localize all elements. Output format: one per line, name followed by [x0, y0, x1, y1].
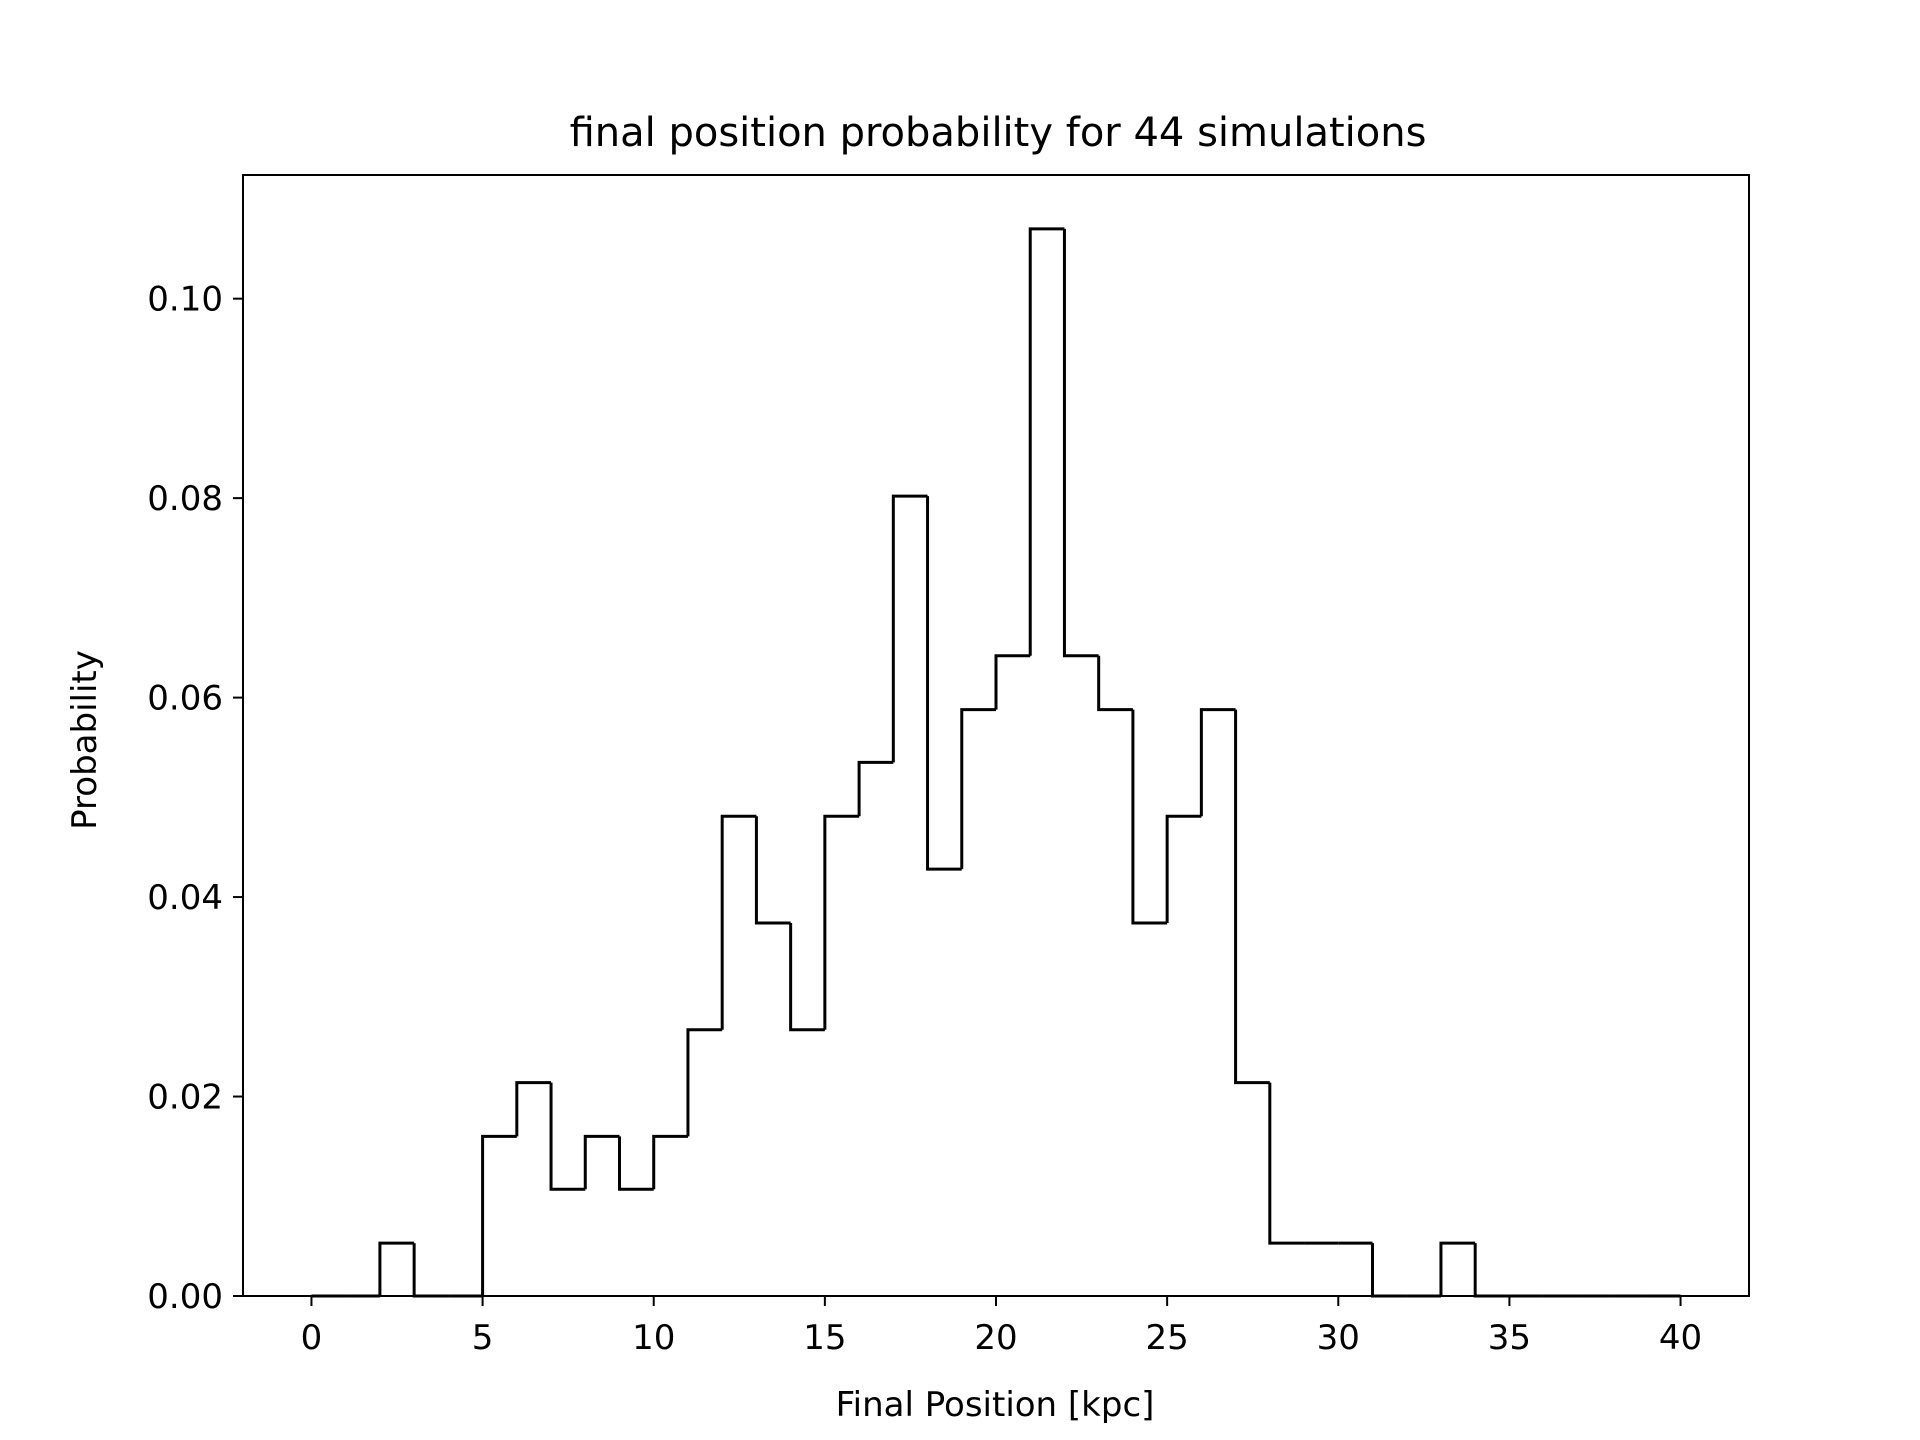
x-tick-label: 15 — [803, 1318, 846, 1358]
y-tick-label: 0.02 — [147, 1078, 223, 1118]
y-tick-label: 0.10 — [147, 280, 223, 320]
x-tick-label: 20 — [974, 1318, 1017, 1358]
histogram-bin — [823, 814, 860, 1030]
histogram-bin — [857, 760, 894, 817]
histogram-bin — [1268, 1082, 1305, 1245]
y-tick-label: 0.08 — [147, 479, 223, 519]
y-tick-label: 0.04 — [147, 878, 223, 918]
x-axis: 0 5 10 15 20 25 30 35 40 — [301, 1296, 1702, 1358]
plot-area — [311, 227, 1681, 1298]
histogram-bin — [994, 654, 1031, 710]
histogram-bin — [1062, 228, 1099, 658]
histogram-bin — [686, 1028, 723, 1137]
x-tick-label: 25 — [1146, 1318, 1189, 1358]
histogram-bin — [1199, 708, 1236, 817]
histogram-bin — [960, 708, 996, 870]
histogram-bin — [1097, 655, 1133, 712]
histogram-bin — [481, 1134, 517, 1296]
chart-title: final position probability for 44 simula… — [570, 110, 1427, 156]
histogram-bin — [618, 1136, 654, 1191]
histogram-bin — [1234, 709, 1270, 1085]
x-tick-label: 5 — [472, 1318, 494, 1358]
histogram-bin — [1439, 1241, 1476, 1296]
histogram-bin — [720, 814, 757, 1030]
y-tick-label: 0.00 — [147, 1277, 223, 1317]
y-axis: 0.00 0.02 0.04 0.06 0.08 0.10 — [147, 280, 243, 1317]
x-tick-label: 35 — [1488, 1318, 1531, 1358]
histogram-bin — [1131, 709, 1168, 925]
histogram-bin — [789, 922, 825, 1032]
x-tick-label: 0 — [301, 1318, 323, 1358]
x-tick-label: 40 — [1659, 1318, 1702, 1358]
histogram-bin — [891, 494, 928, 763]
x-tick-label: 30 — [1317, 1318, 1360, 1358]
histogram-bin — [754, 816, 791, 925]
histogram-bin — [652, 1134, 688, 1190]
x-tick-label: 10 — [632, 1318, 675, 1358]
histogram-bin — [583, 1134, 620, 1190]
histogram-bin — [1165, 814, 1202, 923]
histogram-bin — [378, 1241, 415, 1296]
y-axis-label: Probability — [65, 650, 105, 830]
histogram-bin — [1028, 227, 1065, 656]
x-axis-label: Final Position [kpc] — [836, 1385, 1155, 1425]
histogram-bin — [926, 496, 962, 871]
histogram-bin — [515, 1081, 552, 1137]
histogram-bin — [549, 1082, 586, 1191]
y-tick-label: 0.06 — [147, 679, 223, 719]
